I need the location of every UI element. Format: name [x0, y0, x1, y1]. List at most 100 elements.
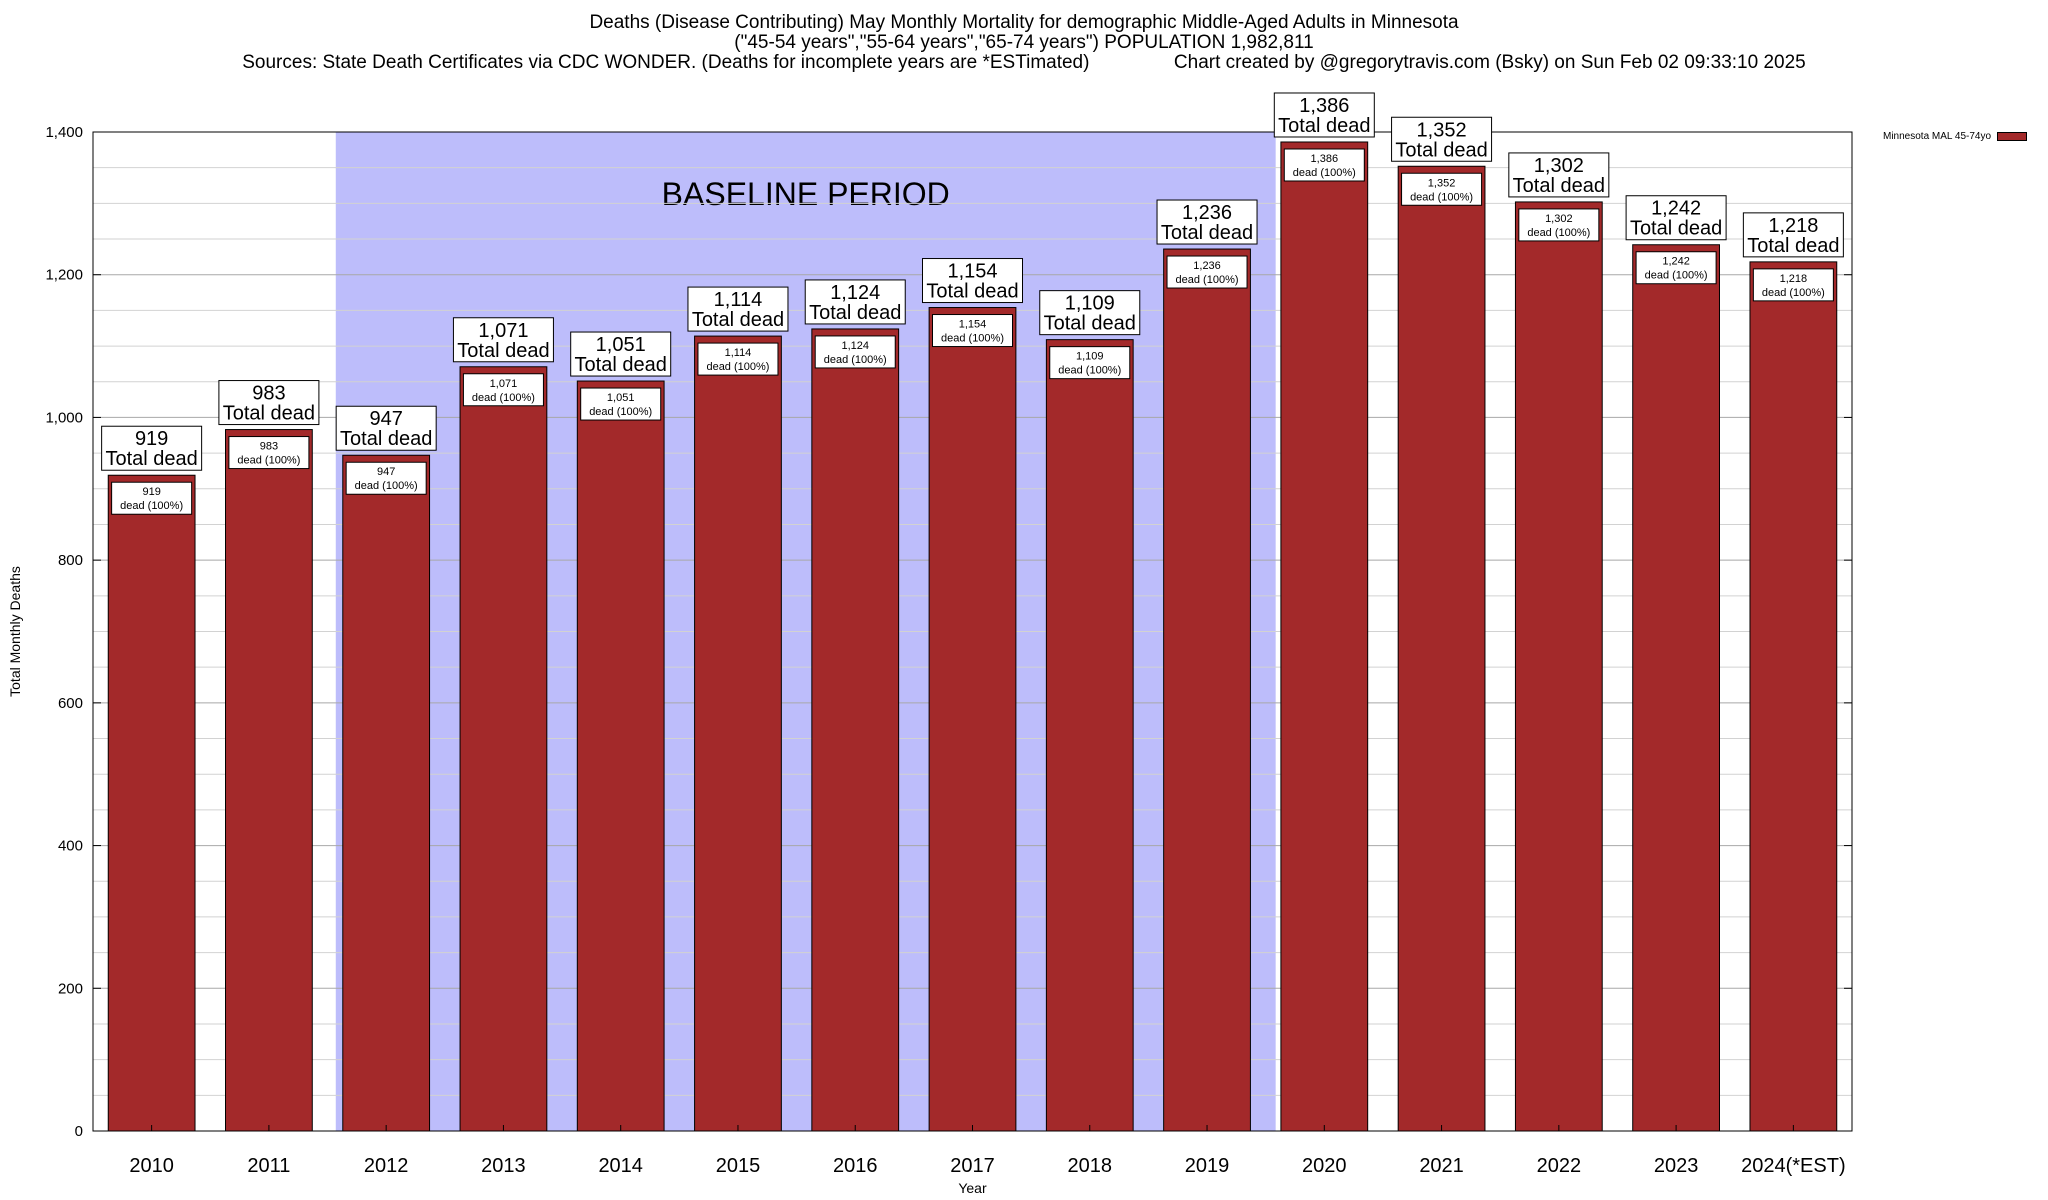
- total-label-box: [1039, 290, 1141, 336]
- inner-value-label: 983: [260, 441, 278, 453]
- inner-value-label: 1,051: [607, 392, 635, 404]
- x-tick-label: 2019: [1185, 1155, 1230, 1177]
- chart-source-line: Sources: State Death Certificates via CD…: [242, 52, 1806, 73]
- bar: [928, 307, 1017, 1132]
- bar: [1632, 244, 1720, 1132]
- total-label-box: [570, 331, 672, 377]
- total-value-label: 947: [369, 408, 402, 430]
- inner-percent-label: dead (100%): [237, 455, 300, 467]
- bar: [576, 380, 665, 1132]
- inner-percent-label: dead (100%): [706, 361, 769, 373]
- inner-percent-label: dead (100%): [120, 500, 183, 512]
- total-label-box: [101, 425, 203, 471]
- bar: [1163, 248, 1251, 1132]
- total-dead-label: Total dead: [926, 281, 1018, 303]
- total-value-label: 1,114: [714, 289, 763, 311]
- bar: [225, 429, 313, 1132]
- y-tick-label: 0: [75, 1123, 83, 1140]
- total-value-label: 1,109: [1065, 293, 1115, 315]
- bar: [459, 366, 548, 1132]
- inner-value-label: 947: [377, 466, 395, 478]
- inner-percent-label: dead (100%): [472, 392, 535, 404]
- y-tick-label: 1,000: [45, 409, 83, 426]
- total-dead-label: Total dead: [223, 403, 315, 425]
- inner-label-box: [814, 335, 896, 369]
- total-dead-label: Total dead: [1630, 218, 1722, 240]
- inner-percent-label: dead (100%): [824, 354, 887, 366]
- total-value-label: 983: [252, 383, 285, 405]
- inner-label-box: [580, 387, 662, 421]
- inner-value-label: 1,236: [1193, 260, 1221, 272]
- total-value-label: 1,154: [947, 261, 997, 283]
- inner-label-box: [1752, 268, 1834, 302]
- x-tick-label: 2012: [364, 1155, 409, 1177]
- inner-percent-label: dead (100%): [355, 480, 418, 492]
- inner-percent-label: dead (100%): [589, 406, 652, 418]
- total-dead-label: Total dead: [457, 340, 549, 362]
- inner-value-label: 1,071: [490, 378, 518, 390]
- x-tick-label: 2017: [950, 1155, 995, 1177]
- inner-label-box: [1401, 172, 1483, 206]
- total-label-box: [1391, 116, 1493, 162]
- inner-percent-label: dead (100%): [1527, 227, 1590, 239]
- inner-label-box: [1518, 208, 1600, 242]
- y-tick-label: 1,200: [45, 267, 83, 284]
- total-dead-label: Total dead: [1044, 313, 1136, 335]
- inner-percent-label: dead (100%): [1058, 365, 1121, 377]
- x-tick-label: 2018: [1068, 1155, 1113, 1177]
- bar: [1514, 201, 1603, 1132]
- y-tick-label: 400: [58, 838, 83, 855]
- x-tick-label: 2021: [1419, 1155, 1464, 1177]
- inner-percent-label: dead (100%): [1645, 270, 1708, 282]
- inner-percent-label: dead (100%): [1176, 274, 1239, 286]
- bar: [107, 474, 196, 1132]
- total-label-box: [1508, 152, 1610, 198]
- inner-value-label: 1,154: [959, 319, 987, 331]
- total-value-label: 1,352: [1417, 119, 1467, 141]
- y-axis-label: Total Monthly Deaths: [7, 566, 23, 697]
- y-tick-label: 1,400: [45, 124, 83, 141]
- chart-subtitle: ("45-54 years","55-64 years","65-74 year…: [734, 32, 1314, 53]
- inner-label-box: [111, 481, 193, 515]
- total-value-label: 1,218: [1768, 215, 1818, 237]
- inner-value-label: 1,114: [725, 347, 752, 359]
- bar: [1045, 339, 1134, 1132]
- total-dead-label: Total dead: [1747, 235, 1839, 257]
- inner-label-box: [228, 436, 310, 470]
- bar: [1280, 141, 1369, 1132]
- x-tick-label: 2013: [481, 1155, 526, 1177]
- inner-label-box: [1283, 148, 1365, 182]
- bar: [694, 335, 782, 1132]
- total-label-box: [804, 279, 906, 325]
- x-tick-label: 2016: [833, 1155, 878, 1177]
- total-value-label: 1,242: [1651, 198, 1701, 220]
- x-axis-label: Year: [958, 1180, 987, 1196]
- bar: [1749, 261, 1838, 1132]
- total-value-label: 1,051: [596, 334, 646, 356]
- baseline-label: BASELINE PERIOD: [662, 176, 950, 212]
- inner-value-label: 1,302: [1545, 213, 1573, 225]
- total-label-box: [922, 258, 1023, 304]
- total-label-box: [1742, 212, 1844, 258]
- legend-label: Minnesota MAL 45-74yo: [1883, 131, 1992, 142]
- bar: [342, 454, 431, 1132]
- inner-value-label: 919: [142, 486, 160, 498]
- legend-swatch: [1997, 132, 2028, 141]
- total-dead-label: Total dead: [1161, 222, 1253, 244]
- bar: [1397, 165, 1486, 1132]
- total-value-label: 1,302: [1534, 155, 1584, 177]
- inner-value-label: 1,386: [1311, 153, 1339, 165]
- total-label-box: [687, 286, 789, 332]
- total-dead-label: Total dead: [1278, 115, 1370, 137]
- bar: [811, 328, 900, 1132]
- inner-percent-label: dead (100%): [1293, 167, 1356, 179]
- total-value-label: 919: [135, 428, 168, 450]
- y-tick-label: 200: [58, 980, 83, 997]
- chart-title: Deaths (Disease Contributing) May Monthl…: [589, 12, 1459, 33]
- x-tick-label: 2022: [1537, 1155, 1582, 1177]
- inner-label-box: [932, 314, 1013, 348]
- total-label-box: [452, 317, 554, 363]
- total-dead-label: Total dead: [1513, 175, 1605, 197]
- inner-percent-label: dead (100%): [941, 333, 1004, 345]
